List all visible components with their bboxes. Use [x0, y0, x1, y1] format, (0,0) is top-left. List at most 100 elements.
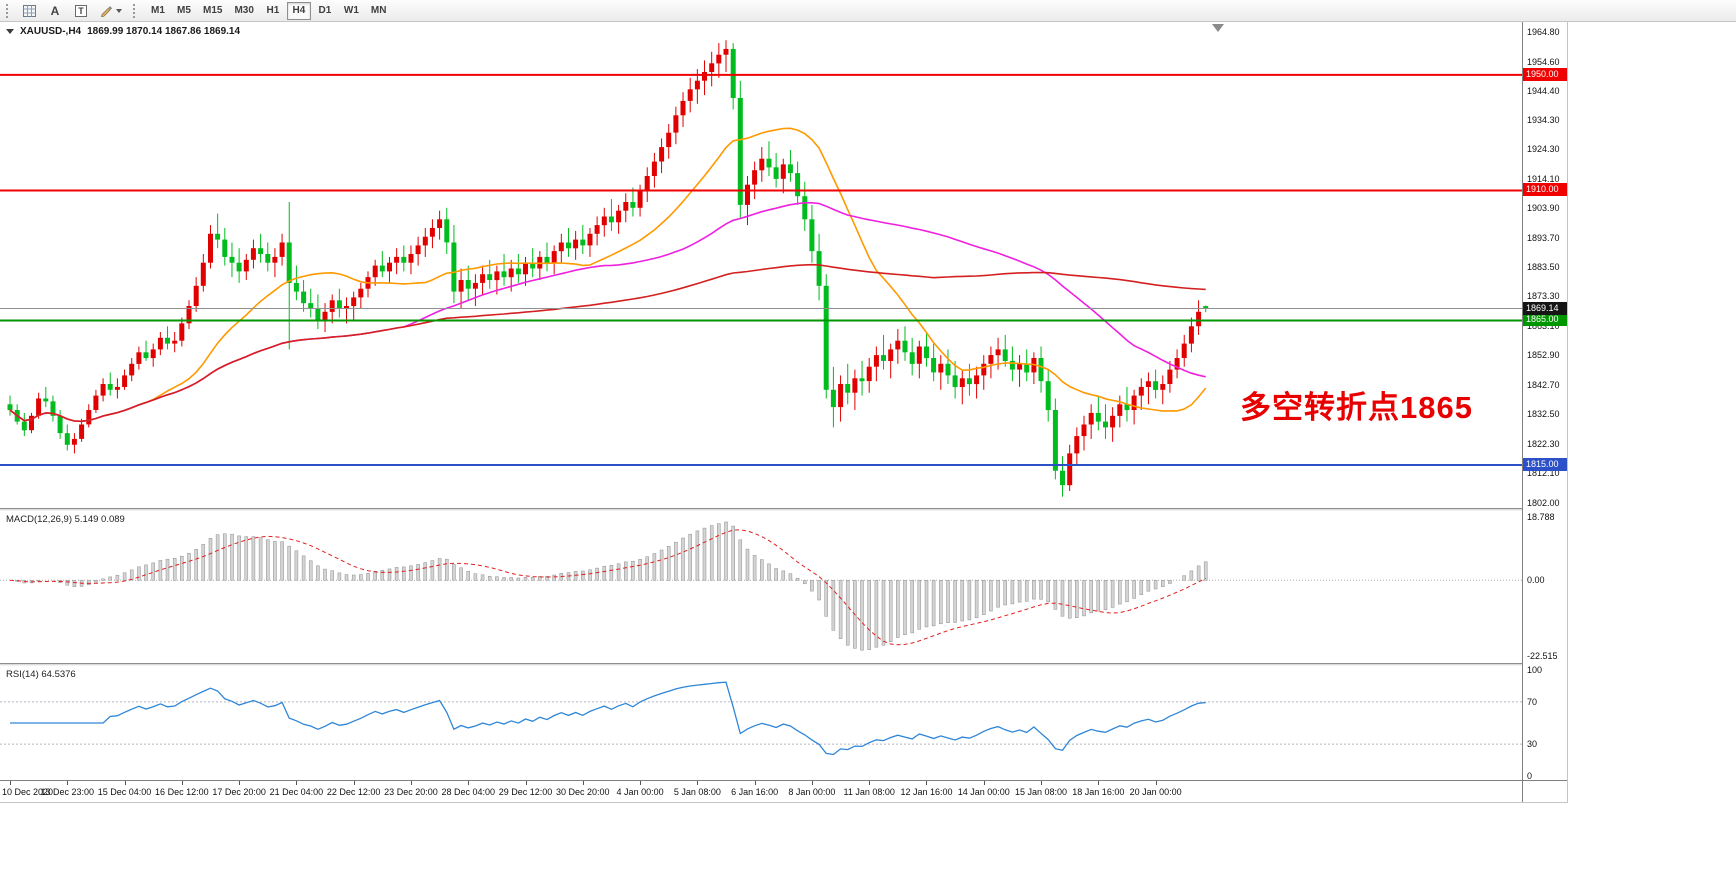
time-axis-label: 15 Jan 08:00 [1015, 787, 1068, 797]
macd-panel: MACD(12,26,9) 5.149 0.089 [0, 511, 1522, 663]
price-axis-label: 1924.30 [1527, 144, 1560, 155]
window-bottom-border [0, 802, 1568, 803]
time-axis-label: 16 Dec 12:00 [155, 787, 209, 797]
time-axis-label: 12 Jan 16:00 [900, 787, 953, 797]
timeframe-button-d1[interactable]: D1 [313, 2, 337, 20]
price-axis-label: -22.515 [1527, 650, 1558, 661]
time-axis-tick [67, 781, 69, 785]
chart-ohlc-values: 1869.99 1870.14 1867.86 1869.14 [87, 26, 241, 37]
price-level-tag: 1865.00 [1523, 313, 1567, 327]
timeframe-button-m30[interactable]: M30 [229, 2, 258, 20]
time-axis-tick [754, 781, 756, 785]
time-axis-tick [10, 781, 11, 785]
price-axis-label: 70 [1527, 696, 1538, 707]
time-axis[interactable]: 10 Dec 2020 13 Dec 23:00 15 Dec 04:00 16 De… [0, 780, 1568, 802]
time-axis-label: 14 Jan 00:00 [957, 787, 1010, 797]
price-axis-label: 100 [1527, 665, 1543, 676]
time-axis-label: 8 Jan 00:00 [788, 787, 836, 797]
text-box-button[interactable]: T [69, 2, 93, 20]
chart-grid-button[interactable] [17, 2, 41, 20]
time-axis-tick [869, 781, 871, 785]
price-axis-label: 0.00 [1527, 575, 1545, 586]
time-axis-tick [1155, 781, 1157, 785]
price-axis-label: 1852.90 [1527, 350, 1560, 361]
rsi-panel: RSI(14) 64.5376 [0, 666, 1522, 780]
toolbar-grip[interactable] [6, 3, 11, 18]
time-axis-tick [181, 781, 183, 785]
time-axis-label: 6 Jan 16:00 [731, 787, 779, 797]
main-chart-canvas[interactable] [0, 22, 1522, 508]
time-axis-tick [296, 781, 298, 785]
toolbar: A T M1 M5 M15 M30 H1 H4 D1 W1 MN [0, 0, 1736, 22]
time-axis-tick [239, 781, 241, 785]
time-axis-label: 23 Dec 20:00 [384, 787, 438, 797]
price-axis-label: 1822.30 [1527, 438, 1560, 449]
price-axis-label: 1914.10 [1527, 173, 1560, 184]
timeframe-button-m15[interactable]: M15 [198, 2, 227, 20]
time-axis-label: 4 Jan 00:00 [616, 787, 664, 797]
main-chart-panel: XAUUSD-,H4 1869.99 1870.14 1867.86 1869.… [0, 22, 1522, 508]
time-axis-label: 30 Dec 20:00 [556, 787, 610, 797]
price-level-tag: 1910.00 [1523, 183, 1567, 197]
panel-divider[interactable] [0, 663, 1568, 666]
panel-divider[interactable] [0, 508, 1568, 511]
chart-title: XAUUSD-,H4 1869.99 1870.14 1867.86 1869.… [6, 26, 240, 37]
pencil-icon [101, 6, 113, 17]
timeframe-button-h1[interactable]: H1 [261, 2, 285, 20]
time-axis-tick [697, 781, 699, 785]
timeframe-button-m5[interactable]: M5 [172, 2, 196, 20]
price-axis-label: 1903.90 [1527, 203, 1560, 214]
price-axis-label: 1842.70 [1527, 379, 1560, 390]
time-axis-label: 5 Jan 08:00 [673, 787, 721, 797]
text-label-icon: A [50, 3, 60, 18]
grid-icon [22, 4, 36, 17]
current-price-tag: 1869.14 [1523, 301, 1567, 315]
drawing-tools-button[interactable] [95, 2, 127, 20]
price-axis-label: 1832.50 [1527, 409, 1560, 420]
price-axis-label: 1883.50 [1527, 262, 1560, 273]
price-axis-label: 1934.30 [1527, 115, 1560, 126]
price-axis-label: 1893.70 [1527, 232, 1560, 243]
time-axis-tick [468, 781, 470, 785]
price-axis-label: 1873.30 [1527, 291, 1560, 302]
time-axis-label: 20 Jan 00:00 [1129, 787, 1182, 797]
time-axis-tick [983, 781, 985, 785]
rsi-canvas[interactable] [0, 666, 1522, 780]
time-axis-label: 17 Dec 20:00 [212, 787, 266, 797]
price-axis-label: 1802.00 [1527, 497, 1560, 508]
price-axis-label: 0 [1527, 770, 1533, 781]
time-axis-label: 29 Dec 12:00 [498, 787, 553, 797]
price-axis-label: 18.788 [1527, 512, 1555, 523]
macd-label: MACD(12,26,9) 5.149 0.089 [6, 514, 125, 525]
time-axis-label: 28 Dec 04:00 [441, 787, 496, 797]
window-right-border [1567, 22, 1568, 802]
dropdown-caret-icon [116, 8, 122, 13]
time-axis-tick [353, 781, 355, 785]
timeframe-button-m1[interactable]: M1 [146, 2, 170, 20]
price-axis[interactable]: 1964.80 1954.60 1944.40 1934.30 1924.30 1914.… [1522, 22, 1568, 781]
toolbar-grip[interactable] [133, 3, 138, 18]
time-axis-tick [926, 781, 928, 785]
text-label-button[interactable]: A [43, 2, 67, 20]
time-axis-tick [811, 781, 813, 785]
chart-annotation-text: 多空转折点1865 [1240, 390, 1473, 425]
timeframe-button-w1[interactable]: W1 [339, 2, 364, 20]
time-axis-tick [525, 781, 527, 785]
time-axis-label: 21 Dec 04:00 [269, 787, 324, 797]
time-axis-label: 10 Dec 2020 [2, 787, 54, 797]
price-axis-label: 1964.80 [1527, 27, 1560, 38]
text-box-icon: T [75, 4, 87, 17]
price-level-tag: 1950.00 [1523, 67, 1567, 81]
price-axis-label: 1954.60 [1527, 56, 1560, 67]
time-axis-tick [1098, 781, 1100, 785]
timeframe-button-h4[interactable]: H4 [286, 1, 311, 20]
time-axis-tick [124, 781, 126, 785]
timeframe-button-mn[interactable]: MN [366, 2, 392, 20]
chart-symbol-timeframe: XAUUSD-,H4 [20, 26, 82, 37]
time-axis-tick [1041, 781, 1043, 785]
chart-dropdown-icon[interactable] [6, 29, 14, 34]
time-axis-label: 11 Jan 08:00 [843, 787, 895, 797]
price-level-tag: 1815.00 [1523, 457, 1567, 471]
price-axis-label: 30 [1527, 739, 1538, 750]
macd-canvas[interactable] [0, 511, 1522, 663]
